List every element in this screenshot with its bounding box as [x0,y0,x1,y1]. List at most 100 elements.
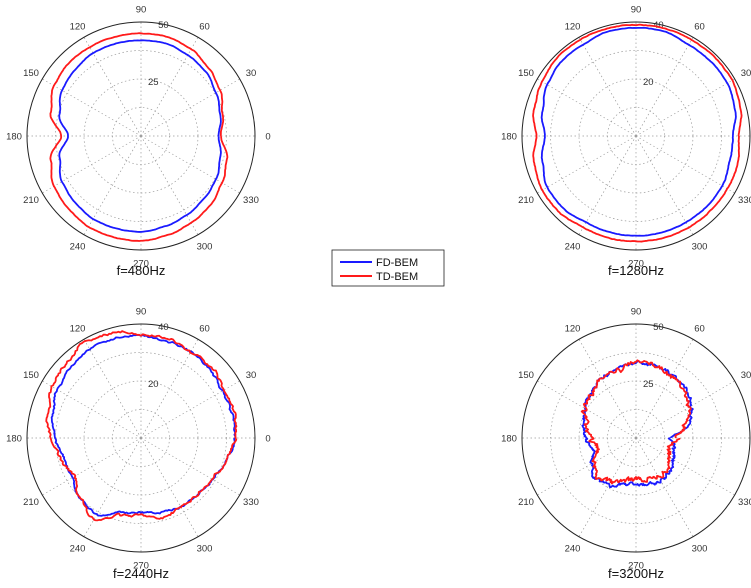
grid-ring [550,352,722,524]
polar-panel: 20400306090120150180210240270300330f=128… [501,5,751,279]
angle-tick-label: 150 [23,68,39,79]
angle-tick-label: 60 [199,22,210,33]
angle-tick-label: 300 [197,241,213,252]
grid-spoke [578,339,637,439]
grid-spoke [578,37,637,137]
polar-panel: 20 40 0 30 60 90 120 150 180 210 240 270 300 330 f=244… [6,307,271,582]
angle-tick-label: 0 [265,434,270,445]
series-line-td-bem [49,32,229,242]
radial-tick-label: 50 [158,20,169,31]
angle-tick-label: 300 [692,241,708,252]
angle-tick-label: 240 [70,543,86,554]
radial-tick-label: 50 [653,322,664,333]
angle-tick-label: 60 [199,324,210,335]
grid-spoke [83,37,142,137]
angle-tick-label: 180 [6,434,22,445]
outer-ring [521,323,751,553]
grid-ring [55,50,227,222]
series-line-fd-bem [50,333,237,517]
panel-caption: f=3200Hz [608,566,664,581]
radial-tick-label: 20 [643,77,654,88]
angle-tick-label: 150 [518,68,534,79]
grid-spoke [635,78,735,137]
angle-tick-label: 90 [136,5,147,16]
radial-tick-label: 25 [643,379,654,390]
angle-tick-label: 0 [265,132,270,143]
angle-tick-label: 210 [23,195,39,206]
grid-ring [112,409,170,467]
angle-tick-label: 330 [738,497,751,508]
grid-ring [112,107,170,165]
outer-ring [26,323,256,553]
grid-spoke [635,339,694,439]
radial-tick-label: 25 [148,77,159,88]
legend-label: FD-BEM [376,257,418,269]
angle-tick-label: 270 [628,259,644,270]
angle-tick-label: 30 [246,68,257,79]
angle-tick-label: 120 [565,22,581,33]
legend-label: TD-BEM [376,271,418,283]
angle-tick-label: 210 [518,195,534,206]
grid-spoke [140,135,199,235]
grid-spoke [140,380,240,439]
grid-spoke [635,37,694,137]
grid-spoke [140,78,240,137]
polar-panel: 25500306090120150180210240270300330f=320… [501,307,751,582]
radial-tick-label: 40 [653,20,664,31]
angle-tick-label: 120 [70,22,86,33]
grid-ring [83,380,199,496]
angle-tick-label: 60 [694,324,705,335]
grid-spoke [83,339,142,439]
grid-ring [83,78,199,194]
outer-ring [521,21,751,251]
grid-spoke [578,135,637,235]
angle-tick-label: 330 [243,497,259,508]
grid-spoke [635,437,694,537]
radial-tick-label: 40 [158,322,169,333]
angle-tick-label: 30 [741,68,751,79]
angle-tick-label: 240 [70,241,86,252]
angle-tick-label: 90 [631,5,642,16]
legend-box [331,249,445,287]
grid-spoke [140,339,199,439]
angle-tick-label: 270 [133,561,149,572]
grid-spoke [635,437,735,496]
grid-spoke [635,380,735,439]
angle-tick-label: 270 [628,561,644,572]
angle-tick-label: 150 [518,370,534,381]
grid-spoke [140,437,240,496]
angle-tick-label: 300 [692,543,708,554]
radial-tick-label: 20 [148,379,159,390]
series-line-fd-bem [581,360,694,489]
grid-spoke [140,437,199,537]
angle-tick-label: 180 [501,434,517,445]
series-line-td-bem [45,330,238,522]
angle-tick-label: 180 [6,132,22,143]
angle-tick-label: 210 [518,497,534,508]
grid-ring [607,409,665,467]
angle-tick-label: 90 [631,307,642,318]
angle-tick-label: 90 [136,307,147,318]
series-line-td-bem [580,359,692,485]
angle-tick-label: 150 [23,370,39,381]
grid-ring [578,78,694,194]
angle-tick-label: 240 [565,241,581,252]
angle-tick-label: 210 [23,497,39,508]
grid-spoke [578,437,637,537]
grid-spoke [635,135,694,235]
panel-caption: f=2440Hz [113,566,169,581]
grid-spoke [83,437,142,537]
panel-caption: f=1280Hz [608,263,664,278]
angle-tick-label: 30 [741,370,751,381]
angle-tick-label: 330 [243,195,259,206]
grid-spoke [635,135,735,194]
angle-tick-label: 330 [738,195,751,206]
angle-tick-label: 30 [246,370,257,381]
grid-ring [607,107,665,165]
outer-ring [26,21,256,251]
grid-spoke [83,135,142,235]
angle-tick-label: 120 [565,324,581,335]
series-line-fd-bem [58,39,222,233]
angle-tick-label: 300 [197,543,213,554]
